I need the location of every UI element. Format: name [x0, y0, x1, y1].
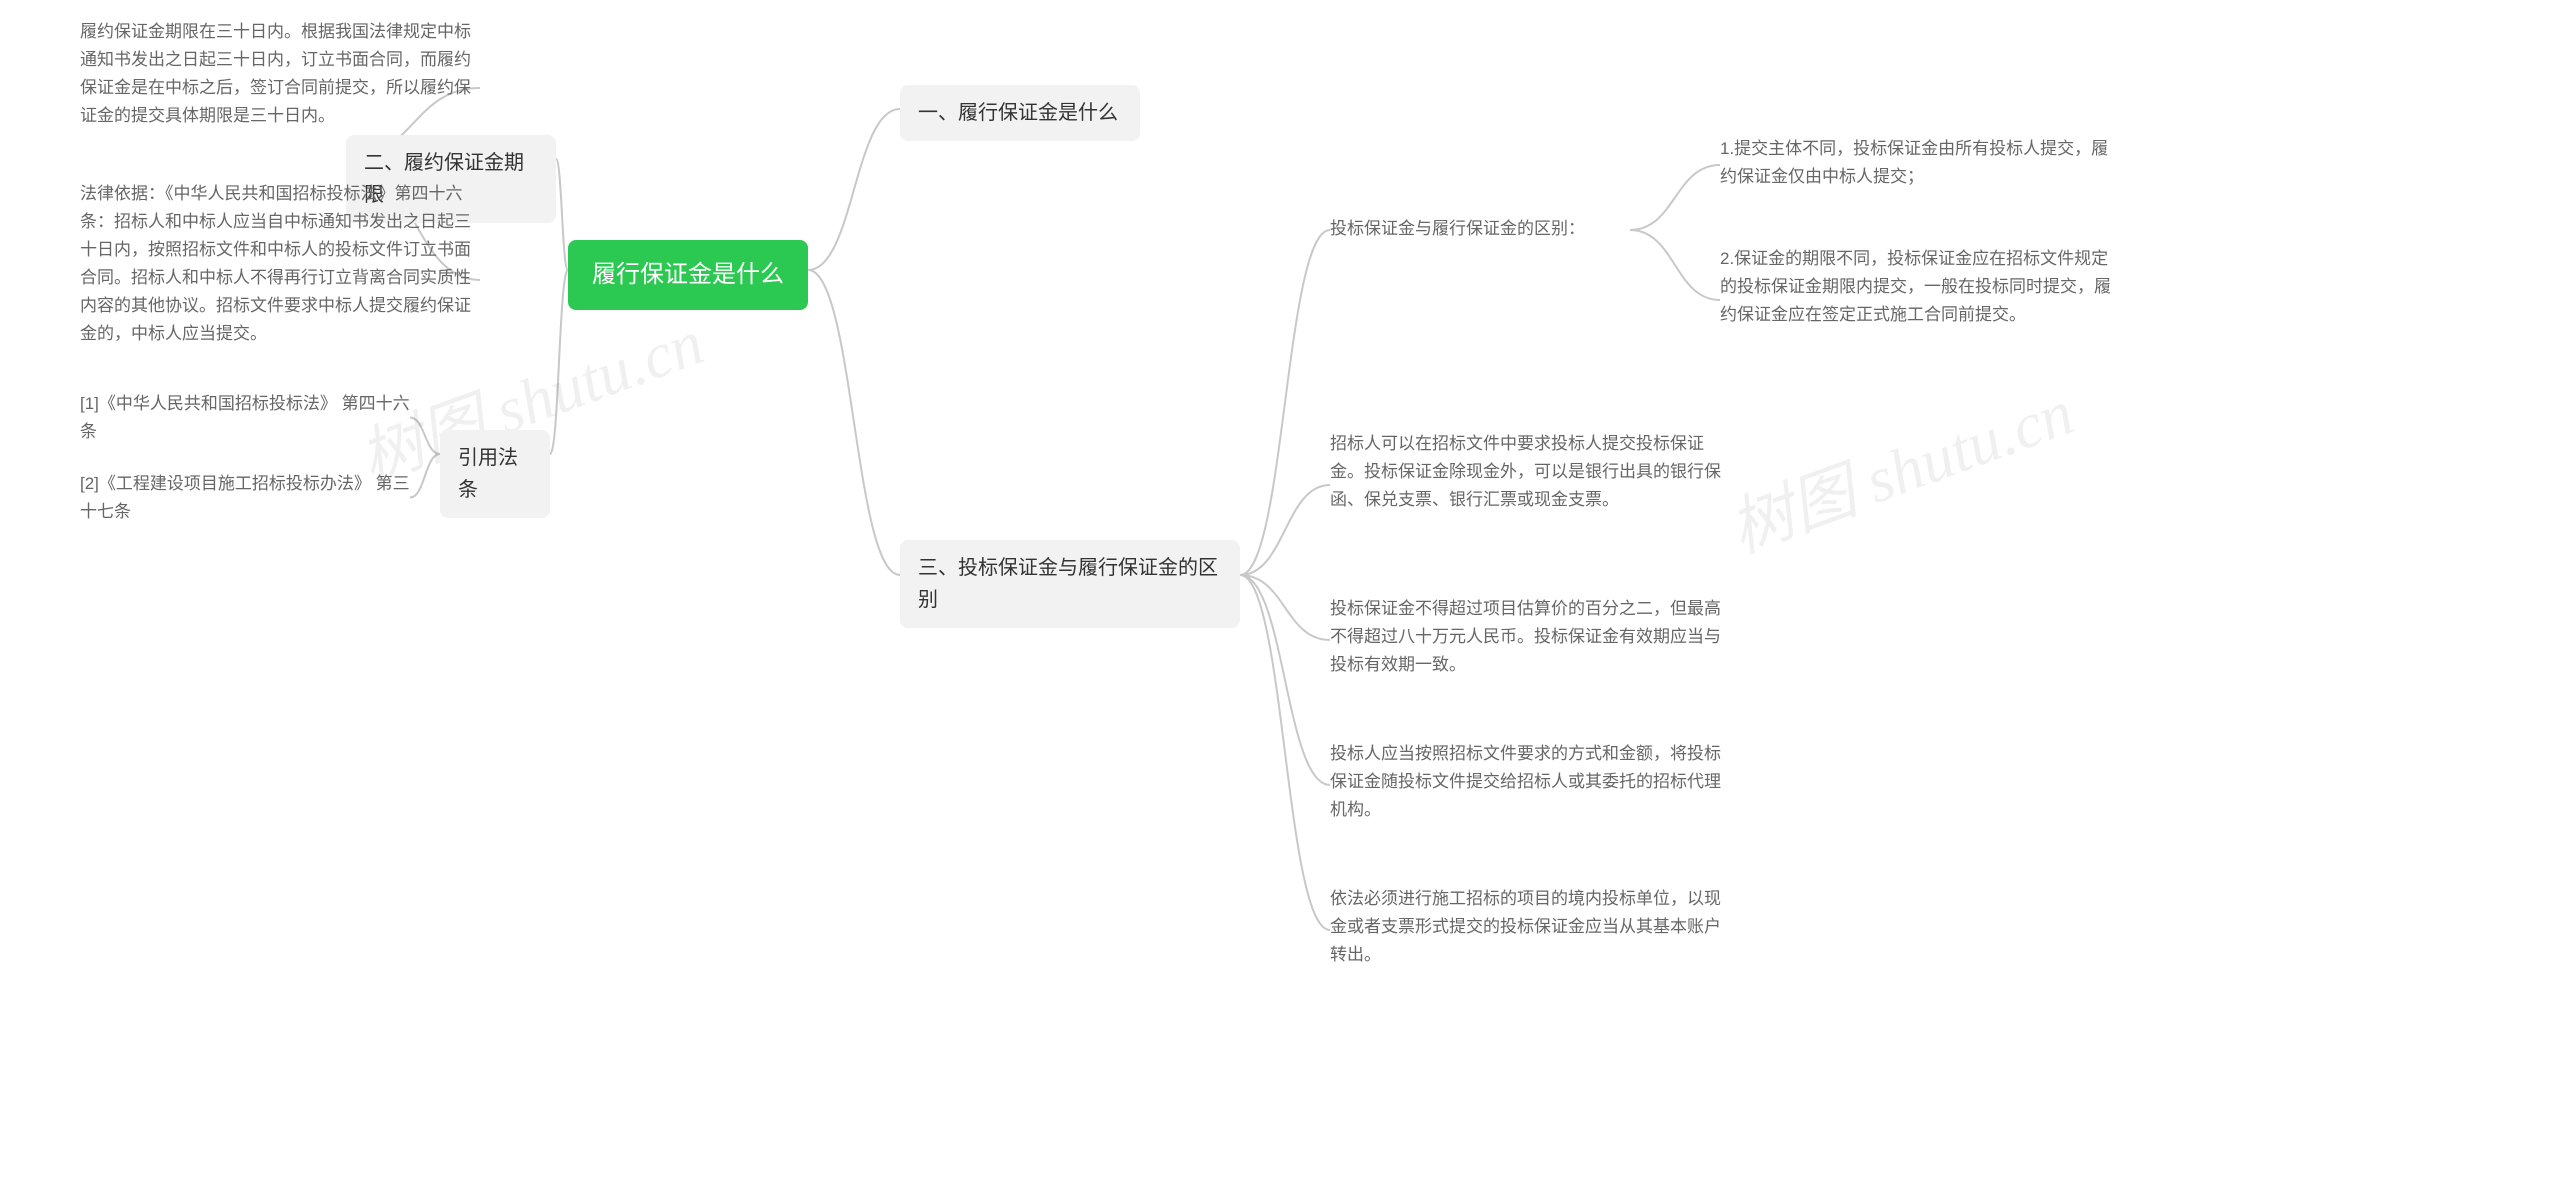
- node-label: 履约保证金期限在三十日内。根据我国法律规定中标通知书发出之日起三十日内，订立书面…: [80, 22, 471, 125]
- mindmap-branch[interactable]: 一、履行保证金是什么: [900, 85, 1140, 141]
- mindmap-leaf: 投标保证金不得超过项目估算价的百分之二，但最高不得超过八十万元人民币。投标保证金…: [1330, 595, 1730, 679]
- node-label: 投标人应当按照招标文件要求的方式和金额，将投标保证金随投标文件提交给招标人或其委…: [1330, 744, 1721, 819]
- node-label: 投标保证金与履行保证金的区别：: [1330, 219, 1585, 238]
- node-label: 投标保证金不得超过项目估算价的百分之二，但最高不得超过八十万元人民币。投标保证金…: [1330, 599, 1721, 674]
- node-label: 三、投标保证金与履行保证金的区别: [918, 557, 1218, 611]
- mindmap-leaf: [2]《工程建设项目施工招标投标办法》 第三十七条: [80, 470, 410, 526]
- node-label: [1]《中华人民共和国招标投标法》 第四十六条: [80, 394, 410, 441]
- mindmap-leaf: 投标保证金与履行保证金的区别：: [1330, 215, 1630, 243]
- node-label: 法律依据：《中华人民共和国招标投标法》第四十六条：招标人和中标人应当自中标通知书…: [80, 184, 471, 343]
- root-label: 履行保证金是什么: [592, 261, 784, 288]
- mindmap-branch[interactable]: 三、投标保证金与履行保证金的区别: [900, 540, 1240, 628]
- mindmap-leaf: [1]《中华人民共和国招标投标法》 第四十六条: [80, 390, 410, 446]
- mindmap-leaf: 依法必须进行施工招标的项目的境内投标单位，以现金或者支票形式提交的投标保证金应当…: [1330, 885, 1730, 969]
- mindmap-root[interactable]: 履行保证金是什么: [568, 240, 808, 310]
- node-label: 1.提交主体不同，投标保证金由所有投标人提交，履约保证金仅由中标人提交；: [1720, 139, 2108, 186]
- mindmap-leaf: 招标人可以在招标文件中要求投标人提交投标保证金。投标保证金除现金外，可以是银行出…: [1330, 430, 1730, 514]
- watermark: 树图 shutu.cn: [1715, 361, 2084, 570]
- mindmap-leaf: 投标人应当按照招标文件要求的方式和金额，将投标保证金随投标文件提交给招标人或其委…: [1330, 740, 1730, 824]
- node-label: 依法必须进行施工招标的项目的境内投标单位，以现金或者支票形式提交的投标保证金应当…: [1330, 889, 1721, 964]
- mindmap-branch[interactable]: 引用法条: [440, 430, 550, 518]
- node-label: 招标人可以在招标文件中要求投标人提交投标保证金。投标保证金除现金外，可以是银行出…: [1330, 434, 1721, 509]
- mindmap-leaf: 法律依据：《中华人民共和国招标投标法》第四十六条：招标人和中标人应当自中标通知书…: [80, 180, 480, 348]
- mindmap-leaf: 2.保证金的期限不同，投标保证金应在招标文件规定的投标保证金期限内提交，一般在投…: [1720, 245, 2120, 329]
- node-label: 一、履行保证金是什么: [918, 102, 1118, 124]
- mindmap-leaf: 1.提交主体不同，投标保证金由所有投标人提交，履约保证金仅由中标人提交；: [1720, 135, 2120, 191]
- mindmap-leaf: 履约保证金期限在三十日内。根据我国法律规定中标通知书发出之日起三十日内，订立书面…: [80, 18, 480, 130]
- node-label: [2]《工程建设项目施工招标投标办法》 第三十七条: [80, 474, 410, 521]
- node-label: 2.保证金的期限不同，投标保证金应在招标文件规定的投标保证金期限内提交，一般在投…: [1720, 249, 2111, 324]
- node-label: 引用法条: [458, 447, 518, 501]
